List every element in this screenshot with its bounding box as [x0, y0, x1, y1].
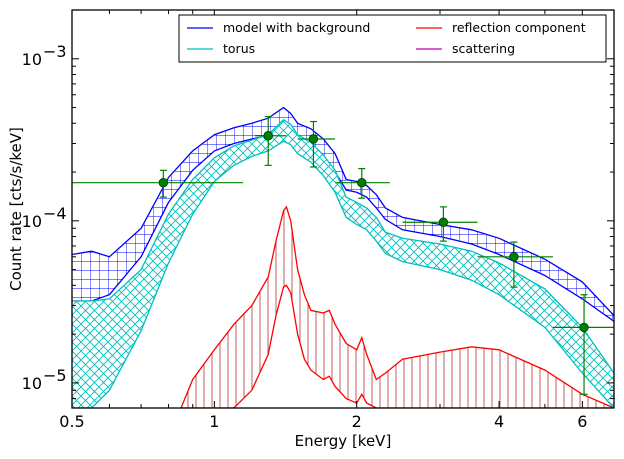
- data-marker: [438, 217, 449, 227]
- data-marker: [357, 177, 367, 188]
- plot-frame: [71, 9, 615, 409]
- data-marker: [158, 177, 169, 188]
- x-tick-label: 4: [494, 412, 504, 431]
- x-tick-label: 1: [209, 412, 219, 431]
- series-reflection-component: [180, 205, 614, 408]
- x-tick-label: 2: [352, 412, 362, 431]
- data-point: [402, 206, 478, 242]
- data-marker: [263, 131, 273, 141]
- y-tick-exponent: −4: [43, 204, 67, 223]
- data-point: [72, 169, 244, 198]
- data-point: [477, 241, 553, 288]
- upper-edge-torus: [72, 118, 614, 374]
- series-layer: [72, 106, 614, 408]
- y-tick-exponent: −3: [43, 42, 67, 61]
- data-marker: [308, 134, 319, 144]
- lower-edge-torus: [72, 140, 614, 408]
- legend-label-model: model with background: [223, 20, 370, 35]
- lower-edge-reflection-component: [181, 284, 614, 408]
- y-axis-label: Count rate [cts/s/keV]: [7, 127, 25, 291]
- x-tick-label: 0.5: [59, 412, 84, 431]
- series-torus: [72, 118, 614, 408]
- ticks-layer: [71, 9, 615, 409]
- y-tick-exponent: −5: [43, 366, 67, 385]
- x-tick-label: 6: [577, 412, 587, 431]
- data-point: [255, 115, 287, 166]
- tick-labels-layer: 0.5 1 2 4 610−510−410−3: [22, 42, 588, 431]
- data-point: [552, 294, 614, 395]
- legend-label-scattering: scattering: [452, 41, 515, 56]
- y-tick-label: 10: [22, 374, 42, 393]
- upper-edge-reflection-component: [180, 205, 614, 408]
- y-tick-label: 10: [22, 50, 42, 69]
- legend-frame: [178, 14, 607, 63]
- upper-edge-model-with-background: [72, 106, 614, 317]
- legend: model with background reflection compone…: [178, 14, 607, 63]
- data-points-layer: [72, 115, 614, 395]
- data-point: [297, 120, 336, 168]
- data-marker: [579, 322, 589, 333]
- legend-label-torus: torus: [223, 41, 255, 56]
- data-point: [335, 168, 390, 199]
- y-tick-label: 10: [22, 212, 42, 231]
- x-axis-label: Energy [keV]: [295, 432, 392, 450]
- band-reflection-component: [181, 206, 614, 408]
- legend-label-reflection: reflection component: [452, 20, 586, 35]
- data-marker: [509, 252, 519, 262]
